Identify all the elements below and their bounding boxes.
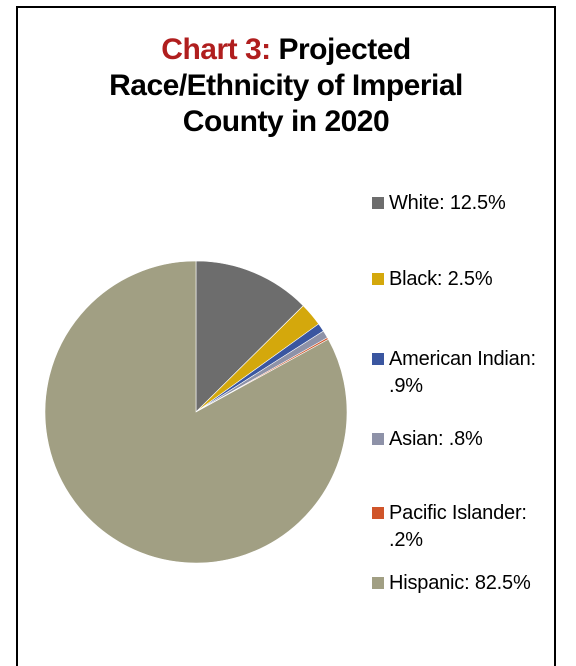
legend-item-hispanic: Hispanic: 82.5% — [372, 570, 559, 597]
legend-swatch-black — [372, 273, 384, 285]
legend-swatch-american-indian — [372, 353, 384, 365]
chart-title: Chart 3: Projected Race/Ethnicity of Imp… — [18, 32, 554, 140]
legend-label-pacific-islander: Pacific Islander: .2% — [389, 502, 527, 551]
chart-title-line-3: County in 2020 — [182, 105, 390, 138]
legend-label-white: White: 12.5% — [389, 192, 506, 214]
chart-title-line-2: Race/Ethnicity of Imperial — [109, 69, 463, 102]
legend-item-pacific-islander: Pacific Islander: .2% — [372, 500, 559, 554]
chart-title-line-1: Projected — [278, 33, 411, 66]
legend-swatch-hispanic — [372, 577, 384, 589]
legend-swatch-white — [372, 197, 384, 209]
legend-item-white: White: 12.5% — [372, 190, 559, 217]
pie-slice-hispanic — [44, 260, 348, 564]
legend-item-black: Black: 2.5% — [372, 266, 559, 293]
legend-swatch-asian — [372, 433, 384, 445]
legend-label-black: Black: 2.5% — [389, 268, 493, 290]
pie-slice-white — [195, 260, 304, 413]
legend-item-asian: Asian: .8% — [372, 426, 559, 453]
legend-label-american-indian: American Indian: .9% — [389, 348, 536, 397]
chart-title-lead: Chart 3: — [161, 33, 271, 66]
legend-label-asian: Asian: .8% — [389, 428, 483, 450]
legend-label-hispanic: Hispanic: 82.5% — [389, 572, 531, 594]
legend-item-american-indian: American Indian: .9% — [372, 346, 559, 400]
legend-swatch-pacific-islander — [372, 507, 384, 519]
